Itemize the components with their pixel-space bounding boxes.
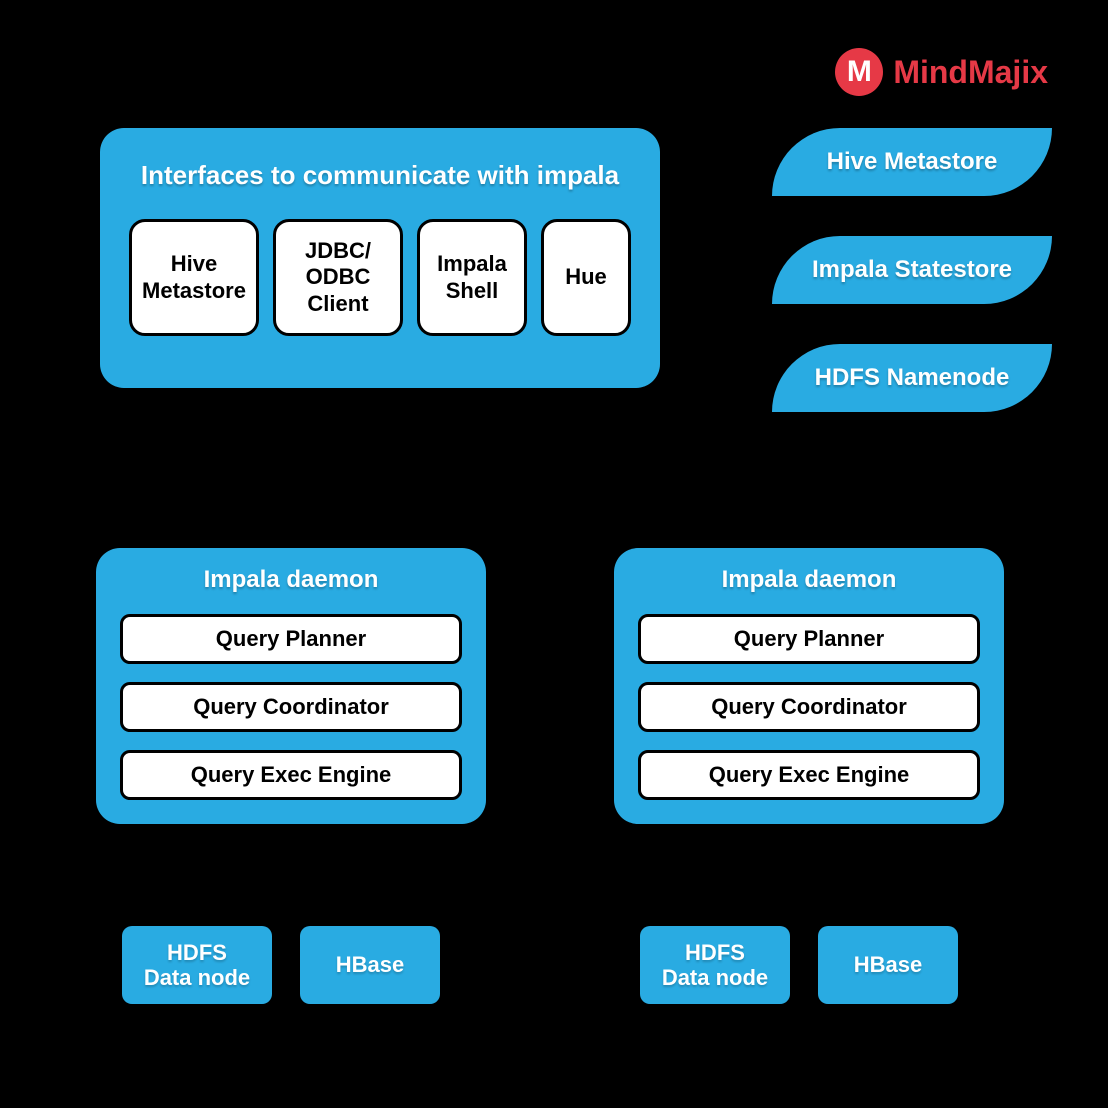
storage-box: HDFS Data node: [640, 926, 790, 1004]
storage-box: HDFS Data node: [122, 926, 272, 1004]
daemon-title: Impala daemon: [638, 566, 980, 594]
side-tab: HDFS Namenode: [772, 344, 1052, 412]
daemon-component: Query Exec Engine: [638, 750, 980, 800]
interface-box: Hive Metastore: [129, 219, 259, 336]
side-tab: Hive Metastore: [772, 128, 1052, 196]
interfaces-row: Hive MetastoreJDBC/ ODBC ClientImpala Sh…: [124, 219, 636, 336]
impala-daemon-panel: Impala daemon Query Planner Query Coordina…: [96, 548, 486, 824]
daemon-title: Impala daemon: [120, 566, 462, 594]
daemon-component: Query Planner: [638, 614, 980, 664]
storage-box: HBase: [300, 926, 440, 1004]
interface-box: Impala Shell: [417, 219, 527, 336]
interface-box: Hue: [541, 219, 631, 336]
interfaces-panel: Interfaces to communicate with impala Hi…: [100, 128, 660, 388]
daemon-component: Query Exec Engine: [120, 750, 462, 800]
daemon-component: Query Coordinator: [638, 682, 980, 732]
logo-mark-icon: M: [835, 48, 883, 96]
impala-daemon-panel: Impala daemon Query Planner Query Coordina…: [614, 548, 1004, 824]
side-tab: Impala Statestore: [772, 236, 1052, 304]
storage-box: HBase: [818, 926, 958, 1004]
daemon-component: Query Planner: [120, 614, 462, 664]
interfaces-title: Interfaces to communicate with impala: [124, 160, 636, 191]
daemon-component: Query Coordinator: [120, 682, 462, 732]
interface-box: JDBC/ ODBC Client: [273, 219, 403, 336]
brand-logo: M MindMajix: [835, 48, 1048, 96]
logo-text: MindMajix: [893, 54, 1048, 91]
